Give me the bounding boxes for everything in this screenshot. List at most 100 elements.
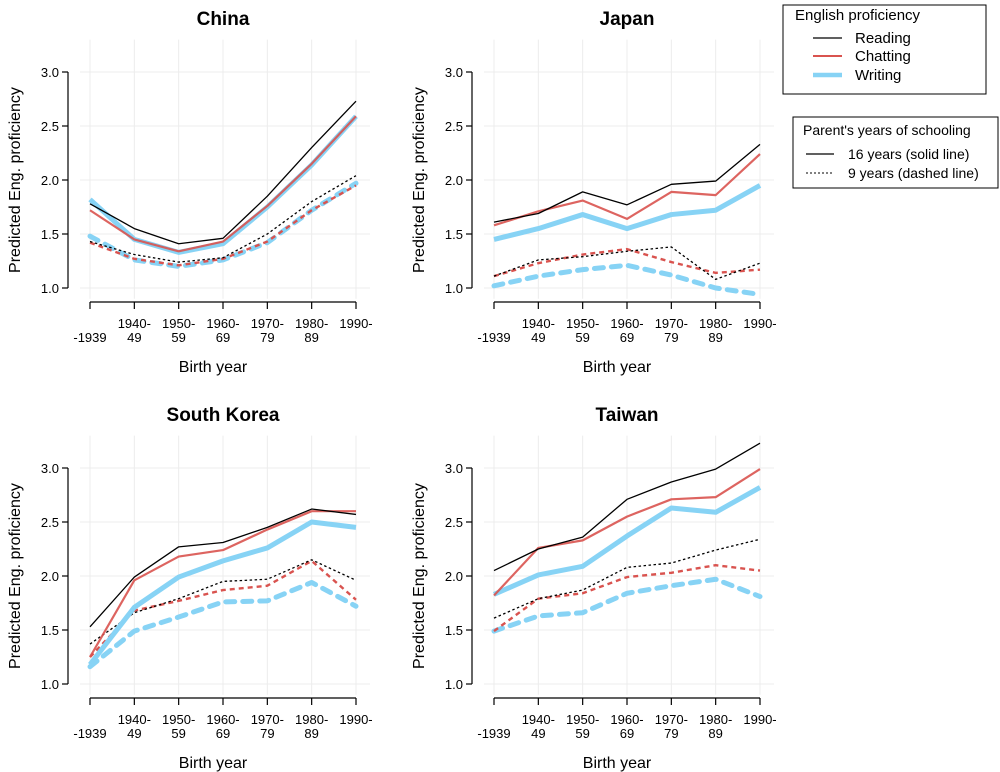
series-line-writing-9-years [491, 262, 763, 297]
legend-entry-reading: Reading [855, 30, 911, 47]
x-tick-label: 49 [531, 726, 545, 741]
x-tick-label: 1960- [206, 316, 239, 331]
x-axis-label: Birth year [583, 755, 652, 772]
legend-entry-16-years: 16 years (solid line) [848, 146, 969, 162]
x-axis-label: Birth year [583, 359, 652, 376]
y-tick-label: 2.0 [41, 569, 59, 584]
legend-entry-writing: Writing [855, 67, 901, 84]
x-tick-label: 1960- [206, 712, 239, 727]
panel-south-korea: South Korea 1.0 1.5 2.0 2.5 3.0 Predicted Eng.… [7, 405, 373, 772]
x-tick-label: 1940- [522, 712, 555, 727]
x-tick-label: 1990- [743, 316, 776, 331]
x-tick-label: 1970- [251, 712, 284, 727]
series-line-writing-9-years [491, 576, 763, 634]
x-tick-label: 79 [664, 726, 678, 741]
y-tick-label: 2.5 [41, 515, 59, 530]
y-tick-label: 3.0 [41, 65, 59, 80]
x-tick-label: 89 [304, 330, 318, 345]
y-tick-label: 1.5 [445, 623, 463, 638]
y-tick-label: 1.5 [445, 227, 463, 242]
series-line-writing-16-years [493, 183, 762, 242]
panel-taiwan: Taiwan 1.0 1.5 2.0 2.5 3.0 Predicted Eng. prof… [411, 405, 777, 772]
y-axis-label: Predicted Eng. proficiency [7, 483, 24, 669]
x-tick-label: 59 [575, 330, 589, 345]
series-line-chatting-16-years [493, 153, 761, 227]
x-tick-label: 1970- [655, 316, 688, 331]
series-line-chatting-9-years [493, 247, 761, 278]
x-tick-label: 1950- [566, 712, 599, 727]
series-line-reading-9-years [89, 559, 357, 645]
y-tick-label: 2.5 [445, 515, 463, 530]
series-line-writing-16-years [88, 519, 357, 667]
x-tick-label: 1950- [162, 712, 195, 727]
x-tick-label: 1950- [566, 316, 599, 331]
x-tick-label: -1939 [477, 330, 510, 345]
y-tick-label: 3.0 [41, 461, 59, 476]
x-tick-label: 1940- [118, 316, 151, 331]
y-tick-label: 2.5 [41, 119, 59, 134]
y-tick-label: 1.0 [445, 281, 463, 296]
y-tick-label: 2.0 [445, 173, 463, 188]
x-tick-label: 1980- [295, 316, 328, 331]
y-tick-label: 1.0 [445, 677, 463, 692]
panel-title: Taiwan [596, 405, 659, 426]
x-tick-label: -1939 [73, 330, 106, 345]
legend-title: English proficiency [795, 7, 921, 24]
x-tick-label: 1940- [118, 712, 151, 727]
series-line-chatting-16-years [493, 468, 761, 597]
x-tick-label: 1960- [610, 712, 643, 727]
series-line-writing-9-years [87, 579, 359, 670]
x-tick-label: 49 [531, 330, 545, 345]
panel-japan: Japan 1.0 1.5 2.0 2.5 3.0 Predicted Eng. profi… [411, 9, 777, 376]
x-tick-label: 89 [708, 726, 722, 741]
x-tick-label: 79 [260, 330, 274, 345]
x-tick-label: 79 [664, 330, 678, 345]
x-tick-label: 1970- [655, 712, 688, 727]
x-tick-label: 89 [708, 330, 722, 345]
x-axis-label: Birth year [179, 359, 248, 376]
x-tick-label: 49 [127, 330, 141, 345]
series-line-chatting-16-years [89, 510, 356, 658]
y-tick-label: 1.5 [41, 227, 59, 242]
x-tick-label: 69 [216, 330, 230, 345]
series-line-reading-16-years [493, 442, 761, 572]
y-tick-label: 2.5 [445, 119, 463, 134]
series-line-writing-16-years [492, 485, 762, 597]
x-tick-label: 1950- [162, 316, 195, 331]
x-axis-label: Birth year [179, 755, 248, 772]
x-tick-label: 49 [127, 726, 141, 741]
x-tick-label: 1980- [699, 316, 732, 331]
x-tick-label: 1980- [295, 712, 328, 727]
series-line-chatting-9-years [89, 184, 357, 267]
x-tick-label: 1940- [522, 316, 555, 331]
panel-title: Japan [600, 9, 655, 30]
panel-title: China [197, 9, 250, 30]
y-tick-label: 1.5 [41, 623, 59, 638]
x-tick-label: 1970- [251, 316, 284, 331]
legend-title: Parent's years of schooling [803, 122, 971, 138]
series-line-reading-9-years [493, 246, 761, 281]
series-line-reading-16-years [89, 100, 357, 245]
x-tick-label: 69 [620, 726, 634, 741]
y-tick-label: 3.0 [445, 65, 463, 80]
series-line-chatting-16-years [89, 115, 357, 253]
legend-parent-schooling: Parent's years of schooling 16 years (so… [792, 116, 999, 189]
y-axis-label: Predicted Eng. proficiency [7, 87, 24, 273]
series-line-reading-16-years [89, 508, 357, 628]
y-axis-label: Predicted Eng. proficiency [411, 87, 428, 273]
x-tick-label: -1939 [73, 726, 106, 741]
x-tick-label: 1980- [699, 712, 732, 727]
x-tick-label: 1990- [339, 712, 372, 727]
x-tick-label: 1990- [339, 316, 372, 331]
y-axis-label: Predicted Eng. proficiency [411, 483, 428, 669]
x-tick-label: 1960- [610, 316, 643, 331]
legend-english-proficiency: English proficiency Reading Chatting Wri… [782, 4, 987, 95]
x-tick-label: -1939 [477, 726, 510, 741]
legend-entry-9-years: 9 years (dashed line) [848, 165, 979, 181]
x-tick-label: 69 [620, 330, 634, 345]
series-line-reading-9-years [89, 175, 357, 263]
x-tick-label: 59 [171, 330, 185, 345]
legend-entry-chatting: Chatting [855, 48, 911, 65]
series-line-reading-16-years [493, 143, 761, 223]
